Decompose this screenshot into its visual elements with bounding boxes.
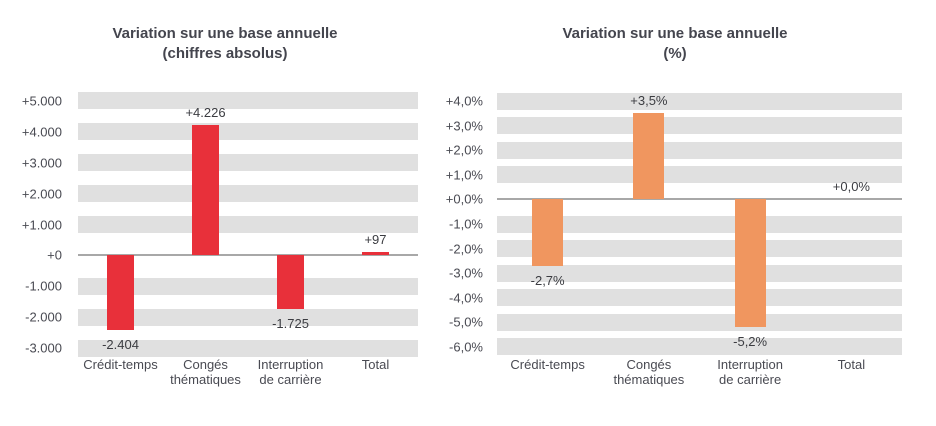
chart-variation-absolute: Variation sur une base annuelle (chiffre… <box>0 0 450 426</box>
plot-area: -2.404 +4.226 -1.725 +97 <box>78 92 418 357</box>
grid-band <box>497 240 902 258</box>
bar <box>107 255 134 330</box>
chart-title: Variation sur une base annuelle (%) <box>450 24 900 64</box>
grid-band <box>497 166 902 184</box>
bar <box>362 252 389 256</box>
y-axis-tick-label: +4.000 <box>21 124 62 140</box>
x-axis: Crédit-temps Congés thématiques Interrupti… <box>497 357 902 387</box>
plot-area: -2,7% +3,5% -5,2% +0,0% <box>497 92 902 356</box>
grid-band <box>78 154 418 172</box>
y-axis-tick-label: -1,0% <box>449 216 483 232</box>
grid-band <box>497 338 902 356</box>
grid-band <box>78 216 418 233</box>
bar-value-label: -2,7% <box>530 272 565 288</box>
y-axis-tick-label: +2.000 <box>21 186 62 202</box>
y-axis-tick-label: -2.000 <box>25 309 62 325</box>
y-axis-tick-label: -3,0% <box>449 265 483 281</box>
bar-value-label: +3,5% <box>630 93 668 109</box>
grid-band <box>78 185 418 203</box>
bar-value-label: -1.725 <box>272 315 309 331</box>
y-axis-tick-label: +5.000 <box>21 93 62 109</box>
grid-band <box>78 308 418 326</box>
grid-band <box>497 117 902 135</box>
y-axis: +5.000 +4.000 +3.000 +2.000 +1.000 +0 -1.000 -2… <box>0 93 62 356</box>
grid-band <box>497 92 902 110</box>
grid-band <box>78 92 418 110</box>
grid-band <box>497 264 902 282</box>
bar <box>532 199 564 266</box>
zero-axis-line <box>497 198 902 201</box>
x-axis-category-label: Interruption de carrière <box>257 357 324 387</box>
chart-title-line2: (chiffres absolus) <box>162 45 288 62</box>
bar <box>192 124 219 256</box>
chart-title-line1: Variation sur une base annuelle <box>562 25 788 42</box>
chart-title: Variation sur une base annuelle (chiffre… <box>0 24 450 64</box>
y-axis-tick-label: +3.000 <box>21 155 62 171</box>
y-axis-tick-label: -2,0% <box>449 241 483 257</box>
y-axis-tick-label: +1,0% <box>445 167 483 183</box>
chart-variation-percent: Variation sur une base annuelle (%) +4,0… <box>446 0 936 426</box>
chart-title-line2: (%) <box>663 45 687 62</box>
y-axis-tick-label: +2,0% <box>445 142 483 158</box>
grid-band <box>78 339 418 357</box>
grid-band <box>78 277 418 295</box>
grid-band <box>497 313 902 331</box>
bar-value-label: +0,0% <box>832 179 870 195</box>
bar-value-label: +4.226 <box>185 104 226 120</box>
grid-band <box>78 123 418 141</box>
bar <box>633 113 665 200</box>
grid-band <box>497 289 902 307</box>
chart-title-line1: Variation sur une base annuelle <box>112 25 338 42</box>
x-axis: Crédit-temps Congés thématiques Interrupti… <box>78 357 418 387</box>
y-axis-tick-label: +1.000 <box>21 217 62 232</box>
x-axis-category-label: Total <box>837 357 866 372</box>
y-axis-tick-label: -6,0% <box>449 339 483 355</box>
x-axis-category-label: Total <box>361 357 390 372</box>
y-axis-tick-label: +3,0% <box>445 118 483 134</box>
grid-band <box>497 141 902 159</box>
y-axis: +4,0% +3,0% +2,0% +1,0% +0,0% -1,0% -2,0% -3,0%… <box>421 93 483 355</box>
y-axis-tick-label: -5,0% <box>449 314 483 330</box>
y-axis-tick-label: -4,0% <box>449 290 483 306</box>
y-axis-tick-label: -1.000 <box>25 278 62 294</box>
x-axis-category-label: Crédit-temps <box>83 357 158 372</box>
y-axis-tick-label: +0 <box>47 247 62 263</box>
y-axis-tick-label: +4,0% <box>445 93 483 109</box>
x-axis-category-label: Congés thématiques <box>170 357 241 387</box>
x-axis-category-label: Interruption de carrière <box>717 357 783 387</box>
bar-value-label: -5,2% <box>733 334 768 350</box>
bar-value-label: +97 <box>364 232 387 248</box>
x-axis-category-label: Crédit-temps <box>510 357 585 372</box>
x-axis-category-label: Congés thématiques <box>613 357 685 387</box>
y-axis-tick-label: +0,0% <box>445 191 483 207</box>
bar <box>734 199 766 328</box>
zero-axis-line <box>78 254 418 257</box>
bar <box>277 255 304 309</box>
bar-value-label: -2.404 <box>102 336 139 352</box>
grid-band <box>497 215 902 233</box>
y-axis-tick-label: -3.000 <box>25 340 62 356</box>
